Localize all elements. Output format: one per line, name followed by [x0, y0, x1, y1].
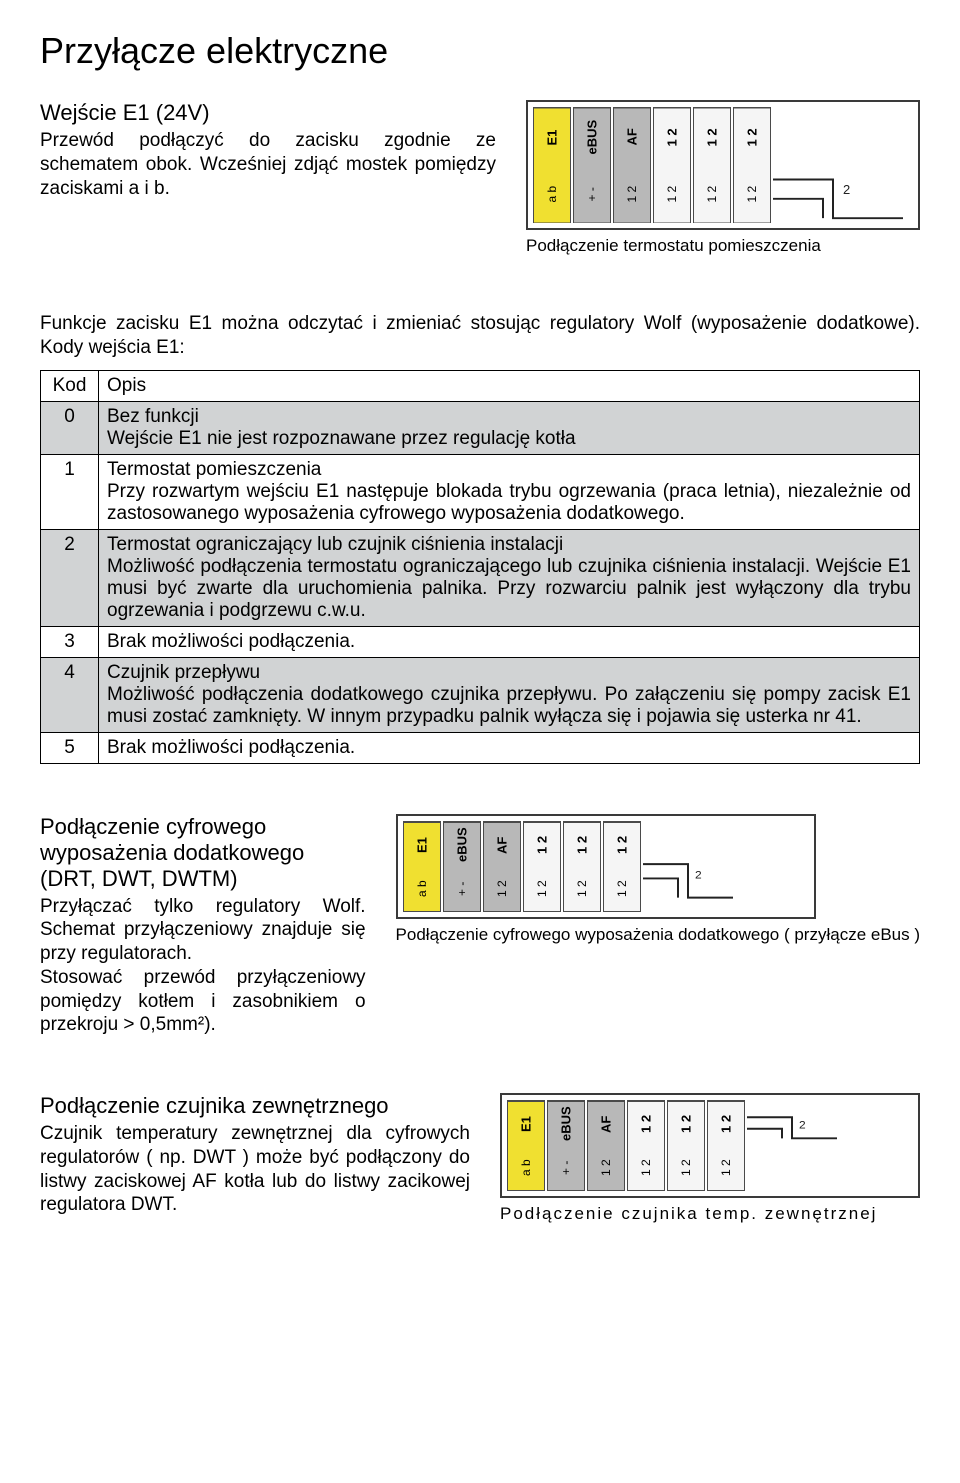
- digital-accessory-caption: Podłączenie cyfrowego wyposażenia dodatk…: [396, 925, 920, 945]
- table-row: 3Brak możliwości podłączenia.: [41, 626, 920, 657]
- terminal-sub-af: 1 2: [614, 166, 650, 223]
- wire-af: 2: [747, 1100, 847, 1191]
- terminal-num-1b: 1 2 1 2: [523, 821, 561, 912]
- desc-cell: Brak możliwości podłączenia.: [99, 732, 920, 763]
- terminal-num-3c: 1 2 1 2: [707, 1100, 745, 1191]
- terminal-num-3b: 1 2 1 2: [603, 821, 641, 912]
- external-sensor-section: Podłączenie czujnika zewnętrznego Czujni…: [40, 1093, 920, 1224]
- code-cell: 3: [41, 626, 99, 657]
- desc-cell: Bez funkcji Wejście E1 nie jest rozpozna…: [99, 401, 920, 454]
- codes-header-kod: Kod: [41, 370, 99, 401]
- e1-input-section: Wejście E1 (24V) Przewód podłączyć do za…: [40, 100, 920, 256]
- desc-cell: Termostat pomieszczenia Przy rozwartym w…: [99, 454, 920, 529]
- digital-accessory-diagram-col: E1 a b eBUS + - AF 1 2 1 2 1 2 1 2 1 2 1…: [396, 814, 920, 1038]
- desc-cell: Termostat ograniczający lub czujnik ciśn…: [99, 529, 920, 626]
- digital-accessory-section: Podłączenie cyfrowego wyposażenia dodatk…: [40, 814, 920, 1038]
- digital-accessory-text-col: Podłączenie cyfrowego wyposażenia dodatk…: [40, 814, 366, 1038]
- external-sensor-text-col: Podłączenie czujnika zewnętrznego Czujni…: [40, 1093, 470, 1224]
- terminal-block-e1-2: E1 a b: [403, 821, 441, 912]
- table-row: 2Termostat ograniczający lub czujnik ciś…: [41, 529, 920, 626]
- code-cell: 0: [41, 401, 99, 454]
- terminal-diagram-ebus: E1 a b eBUS + - AF 1 2 1 2 1 2 1 2 1 2 1…: [396, 814, 816, 919]
- external-sensor-diagram-col: E1 a b eBUS + - AF 1 2 1 2 1 2 1 2 1 2 1…: [500, 1093, 920, 1224]
- terminal-num-2: 1 2 1 2: [693, 107, 731, 223]
- terminal-block-ebus-3: eBUS + -: [547, 1100, 585, 1191]
- e1-functions-intro: Funkcje zacisku E1 można odczytać i zmie…: [40, 312, 920, 360]
- external-sensor-caption: Podłączenie czujnika temp. zewnętrznej: [500, 1204, 920, 1224]
- terminal-num-2c: 1 2 1 2: [667, 1100, 705, 1191]
- desc-cell: Brak możliwości podłączenia.: [99, 626, 920, 657]
- terminal-block-af-3: AF 1 2: [587, 1100, 625, 1191]
- terminal-block-af-2: AF 1 2: [483, 821, 521, 912]
- terminal-label-ebus: eBUS: [574, 108, 610, 166]
- svg-text:2: 2: [843, 182, 850, 197]
- code-cell: 5: [41, 732, 99, 763]
- table-row: 5Brak możliwości podłączenia.: [41, 732, 920, 763]
- code-cell: 2: [41, 529, 99, 626]
- terminal-diagram-af: E1 a b eBUS + - AF 1 2 1 2 1 2 1 2 1 2 1…: [500, 1093, 920, 1198]
- svg-text:2: 2: [799, 1119, 806, 1132]
- e1-input-text-col: Wejście E1 (24V) Przewód podłączyć do za…: [40, 100, 496, 256]
- external-sensor-heading: Podłączenie czujnika zewnętrznego: [40, 1093, 470, 1119]
- codes-header-opis: Opis: [99, 370, 920, 401]
- terminal-num-3: 1 2 1 2: [733, 107, 771, 223]
- e1-diagram-caption: Podłączenie termostatu pomieszczenia: [526, 236, 920, 256]
- terminal-block-e1-3: E1 a b: [507, 1100, 545, 1191]
- e1-input-diagram-col: E1 a b eBUS + - AF 1 2 1 2 1 2 1 2 1 2 1…: [526, 100, 920, 256]
- terminal-block-e1: E1 a b: [533, 107, 571, 223]
- code-cell: 1: [41, 454, 99, 529]
- terminal-label-e1: E1: [534, 108, 570, 166]
- wire-ebus: 2: [643, 821, 743, 912]
- codes-table: Kod Opis 0Bez funkcji Wejście E1 nie jes…: [40, 370, 920, 764]
- terminal-num-1c: 1 2 1 2: [627, 1100, 665, 1191]
- terminal-block-ebus: eBUS + -: [573, 107, 611, 223]
- code-cell: 4: [41, 657, 99, 732]
- digital-accessory-heading: Podłączenie cyfrowego wyposażenia dodatk…: [40, 814, 366, 892]
- table-row: 0Bez funkcji Wejście E1 nie jest rozpozn…: [41, 401, 920, 454]
- external-sensor-text: Czujnik temperatury zewnętrznej dla cyfr…: [40, 1122, 470, 1217]
- e1-input-text: Przewód podłączyć do zacisku zgodnie ze …: [40, 129, 496, 200]
- digital-accessory-text: Przyłączać tylko regulatory Wolf. Schema…: [40, 895, 366, 1038]
- terminal-num-1: 1 2 1 2: [653, 107, 691, 223]
- terminal-num-2b: 1 2 1 2: [563, 821, 601, 912]
- desc-cell: Czujnik przepływu Możliwość podłączenia …: [99, 657, 920, 732]
- page-title: Przyłącze elektryczne: [40, 30, 920, 72]
- wire-e1: 2: [773, 107, 913, 223]
- terminal-sub-e1: a b: [534, 166, 570, 223]
- terminal-block-af: AF 1 2: [613, 107, 651, 223]
- e1-input-heading: Wejście E1 (24V): [40, 100, 496, 126]
- terminal-block-ebus-2: eBUS + -: [443, 821, 481, 912]
- table-row: 4Czujnik przepływu Możliwość podłączenia…: [41, 657, 920, 732]
- terminal-diagram-e1: E1 a b eBUS + - AF 1 2 1 2 1 2 1 2 1 2 1…: [526, 100, 920, 230]
- svg-text:2: 2: [695, 868, 702, 881]
- table-row: 1Termostat pomieszczenia Przy rozwartym …: [41, 454, 920, 529]
- terminal-label-af: AF: [614, 108, 650, 166]
- terminal-sub-ebus: + -: [574, 166, 610, 223]
